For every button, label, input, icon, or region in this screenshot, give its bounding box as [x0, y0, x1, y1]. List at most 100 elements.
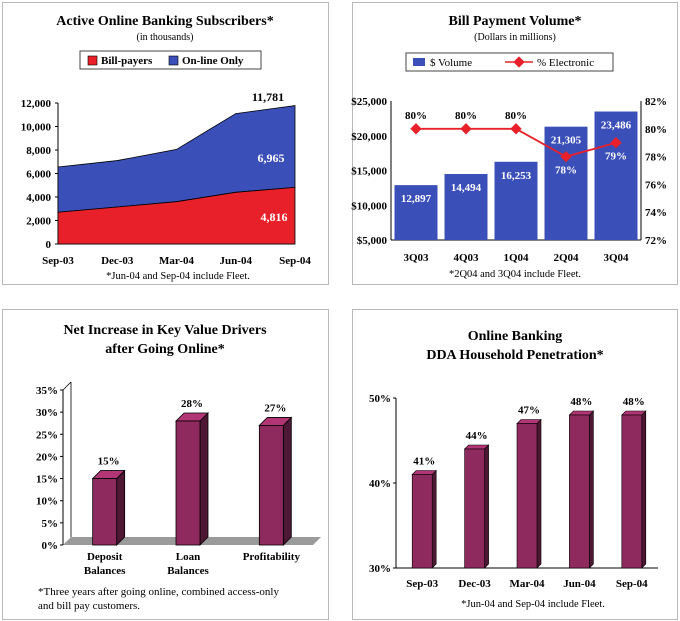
y-tick-label: 15%: [36, 474, 58, 486]
value-driver-bar: [175, 420, 201, 546]
footnote: *2Q04 and 3Q04 include Fleet.: [449, 269, 581, 280]
online-only-label: 6,965: [258, 151, 285, 165]
bar-side: [589, 410, 594, 569]
legend: $ Volume % Electronic: [405, 52, 614, 72]
x-tick-label: Jun-04: [220, 255, 253, 267]
y-tick-label: 4,000: [26, 192, 51, 204]
y-left-tick-label: $20,000: [351, 131, 387, 143]
y-right-tick-label: 82%: [645, 96, 667, 108]
bar-side: [116, 469, 126, 546]
bar-value-label: 47%: [518, 405, 540, 417]
bill-payment-chart: Bill Payment Volume* (Dollars in million…: [351, 14, 667, 280]
subscribers-chart: Active Online Banking Subscribers* (in t…: [21, 14, 312, 282]
electronic-value-label: 80%: [405, 110, 427, 122]
y-tick-label: 35%: [36, 385, 58, 397]
y-tick-label: 25%: [36, 429, 58, 441]
value-driver-bar: [258, 425, 284, 546]
y-tick-label: 6,000: [26, 169, 51, 181]
y-tick-label: 40%: [369, 478, 391, 490]
bar-side: [484, 444, 489, 569]
axis-depth-top: [62, 381, 72, 391]
volume-value-label: 21,305: [551, 135, 582, 147]
y-right-tick-label: 80%: [645, 124, 667, 136]
volume-value-label: 14,494: [451, 182, 482, 194]
penetration-bar: [411, 474, 433, 569]
bar-side: [199, 412, 209, 546]
y-tick-label: 0%: [42, 540, 59, 552]
y-right-tick-label: 72%: [645, 235, 667, 247]
y-tick-label: 2,000: [26, 216, 51, 228]
x-tick-label: Sep-04: [616, 578, 648, 590]
y-tick-label: 12,000: [21, 98, 52, 110]
x-tick-label: Jun-04: [563, 578, 596, 590]
x-tick-label: Dec-03: [458, 578, 491, 590]
y-right-tick-label: 74%: [645, 207, 667, 219]
bar-value-label: 28%: [181, 398, 203, 410]
chart-title-line2: DDA Household Penetration*: [426, 348, 603, 363]
chart-title-line1: Online Banking: [468, 329, 563, 344]
y-tick-label: 8,000: [26, 145, 51, 157]
footnote-line2: and bill pay customers.: [38, 600, 140, 612]
bar-top: [463, 444, 490, 450]
y-left-tick-label: $10,000: [351, 200, 387, 212]
volume-bar: [494, 161, 538, 240]
chart-title-line1: Net Increase in Key Value Drivers: [63, 323, 267, 338]
penetration-panel: Online Banking DDA Household Penetration…: [352, 309, 678, 620]
penetration-bar: [621, 414, 643, 569]
footnote: *Jun-04 and Sep-04 include Fleet.: [461, 599, 605, 610]
volume-bar: [394, 185, 438, 240]
x-tick-label: 3Q04: [603, 252, 629, 264]
bar-value-label: 41%: [413, 456, 435, 468]
bar-top: [621, 410, 647, 416]
footnote: *Jun-04 and Sep-04 include Fleet.: [106, 271, 250, 282]
bar-value-label: 48%: [623, 396, 645, 408]
electronic-marker: [510, 123, 522, 135]
x-tick-label: Deposit: [87, 551, 123, 563]
electronic-marker: [410, 123, 422, 135]
bar-value-label: 27%: [264, 402, 286, 414]
x-tick-label: Sep-03: [406, 578, 438, 590]
electronic-marker: [560, 150, 572, 163]
y-left-tick-label: $25,000: [351, 96, 387, 108]
bar-side: [431, 469, 437, 569]
volume-bar: [444, 174, 488, 240]
value-driver-bar: [92, 478, 118, 546]
penetration-bar: [516, 423, 538, 569]
legend-swatch-billpayers: [87, 55, 98, 66]
volume-bar: [594, 111, 638, 240]
x-tick-label: Profitability: [243, 551, 301, 563]
chart-subtitle: (Dollars in millions): [474, 32, 556, 43]
y-tick-label: 20%: [36, 451, 58, 463]
bar-side: [282, 416, 292, 546]
x-tick-label: Sep-03: [42, 255, 74, 267]
volume-value-label: 23,486: [601, 120, 632, 132]
x-tick-label: Mar-04: [159, 255, 195, 267]
bill-payment-panel: Bill Payment Volume* (Dollars in million…: [351, 2, 678, 285]
chart-title: Bill Payment Volume*: [448, 14, 581, 29]
bar-side: [536, 418, 542, 569]
electronic-value-label: 78%: [555, 165, 577, 177]
value-drivers-chart: Net Increase in Key Value Drivers after …: [36, 323, 321, 612]
x-tick-label-line2: Balances: [167, 565, 209, 577]
electronic-value-label: 80%: [455, 110, 477, 122]
legend-label-electronic: % Electronic: [537, 57, 594, 69]
billpayers-area: [57, 186, 296, 245]
bar-value-label: 48%: [570, 396, 592, 408]
volume-bar: [544, 126, 588, 240]
x-tick-label: Mar-04: [509, 578, 545, 590]
x-tick-label: 2Q04: [553, 252, 579, 264]
y-left-tick-label: $5,000: [357, 235, 388, 247]
billpayers-label: 4,816: [261, 210, 288, 224]
legend-label-billpayers: Bill-payers: [101, 55, 153, 67]
electronic-marker: [460, 123, 472, 135]
volume-value-label: 16,253: [501, 170, 532, 182]
y-right-tick-label: 78%: [645, 152, 667, 164]
legend: Bill-payers On-line Only: [79, 50, 262, 70]
x-tick-label: 4Q03: [453, 252, 479, 264]
y-tick-label: 5%: [42, 518, 59, 530]
legend-swatch-volume: [413, 58, 425, 66]
chart-subtitle: (in thousands): [137, 32, 194, 43]
bar-top: [568, 410, 595, 416]
subscribers-panel: Active Online Banking Subscribers* (in t…: [2, 2, 329, 285]
x-tick-label: Loan: [176, 551, 200, 563]
